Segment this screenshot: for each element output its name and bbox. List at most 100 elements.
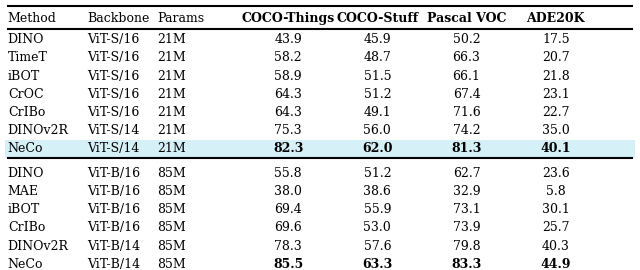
Text: Pascal VOC: Pascal VOC	[427, 12, 506, 25]
Text: 51.2: 51.2	[364, 167, 391, 180]
Text: 50.2: 50.2	[452, 33, 481, 46]
Text: 43.9: 43.9	[275, 33, 302, 46]
Text: 82.3: 82.3	[273, 142, 303, 155]
Text: iBOT: iBOT	[8, 70, 40, 83]
Text: 21M: 21M	[157, 124, 186, 137]
Text: COCO-Stuff: COCO-Stuff	[336, 12, 419, 25]
Text: 64.3: 64.3	[274, 106, 302, 119]
Text: ViT-S/16: ViT-S/16	[88, 33, 140, 46]
Text: ViT-S/16: ViT-S/16	[88, 106, 140, 119]
Text: 25.7: 25.7	[542, 221, 570, 234]
Text: 45.9: 45.9	[364, 33, 391, 46]
Text: 85M: 85M	[157, 185, 186, 198]
Text: 63.3: 63.3	[362, 258, 392, 270]
Text: 85M: 85M	[157, 167, 186, 180]
Text: ViT-S/16: ViT-S/16	[88, 52, 140, 65]
Text: CrIBo: CrIBo	[8, 221, 45, 234]
Text: Params: Params	[157, 12, 205, 25]
Text: ViT-S/14: ViT-S/14	[88, 124, 140, 137]
Text: 30.1: 30.1	[542, 203, 570, 216]
Text: iBOT: iBOT	[8, 203, 40, 216]
Text: COCO-Things: COCO-Things	[241, 12, 335, 25]
Text: Method: Method	[8, 12, 56, 25]
Text: 73.1: 73.1	[452, 203, 481, 216]
Text: 62.0: 62.0	[362, 142, 392, 155]
Text: 21M: 21M	[157, 142, 186, 155]
Text: 21M: 21M	[157, 88, 186, 101]
Text: 85M: 85M	[157, 239, 186, 252]
Text: 32.9: 32.9	[452, 185, 481, 198]
Text: 22.7: 22.7	[542, 106, 570, 119]
Text: ViT-S/16: ViT-S/16	[88, 88, 140, 101]
Text: 49.1: 49.1	[364, 106, 391, 119]
Text: ViT-B/16: ViT-B/16	[88, 203, 141, 216]
Text: 20.7: 20.7	[542, 52, 570, 65]
Text: DINO: DINO	[8, 33, 44, 46]
Text: 5.8: 5.8	[546, 185, 566, 198]
Text: 53.0: 53.0	[364, 221, 391, 234]
Text: 21M: 21M	[157, 33, 186, 46]
Text: ViT-B/14: ViT-B/14	[88, 239, 141, 252]
Text: 40.3: 40.3	[542, 239, 570, 252]
Text: 57.6: 57.6	[364, 239, 391, 252]
Text: 78.3: 78.3	[275, 239, 302, 252]
Text: 62.7: 62.7	[452, 167, 481, 180]
Text: 71.6: 71.6	[452, 106, 481, 119]
Text: 85M: 85M	[157, 221, 186, 234]
Text: 21M: 21M	[157, 70, 186, 83]
Text: 66.3: 66.3	[452, 52, 481, 65]
Text: NeCo: NeCo	[8, 142, 44, 155]
FancyBboxPatch shape	[4, 140, 636, 158]
Text: 23.1: 23.1	[542, 88, 570, 101]
Text: ViT-S/14: ViT-S/14	[88, 142, 140, 155]
Text: MAE: MAE	[8, 185, 39, 198]
Text: 74.2: 74.2	[452, 124, 481, 137]
Text: TimeT: TimeT	[8, 52, 47, 65]
Text: 67.4: 67.4	[452, 88, 481, 101]
Text: 21M: 21M	[157, 52, 186, 65]
Text: 21M: 21M	[157, 106, 186, 119]
Text: 55.8: 55.8	[275, 167, 302, 180]
Text: 85.5: 85.5	[273, 258, 303, 270]
Text: 79.8: 79.8	[452, 239, 481, 252]
Text: 51.2: 51.2	[364, 88, 391, 101]
FancyBboxPatch shape	[4, 256, 636, 270]
Text: 38.6: 38.6	[364, 185, 391, 198]
Text: 48.7: 48.7	[364, 52, 391, 65]
Text: 38.0: 38.0	[274, 185, 302, 198]
Text: 85M: 85M	[157, 203, 186, 216]
Text: 21.8: 21.8	[542, 70, 570, 83]
Text: 55.9: 55.9	[364, 203, 391, 216]
Text: 69.4: 69.4	[275, 203, 302, 216]
Text: 83.3: 83.3	[451, 258, 482, 270]
Text: CrIBo: CrIBo	[8, 106, 45, 119]
Text: CrOC: CrOC	[8, 88, 44, 101]
Text: 58.9: 58.9	[275, 70, 302, 83]
Text: 51.5: 51.5	[364, 70, 391, 83]
Text: ADE20K: ADE20K	[527, 12, 585, 25]
Text: 23.6: 23.6	[542, 167, 570, 180]
Text: 69.6: 69.6	[275, 221, 302, 234]
Text: Backbone: Backbone	[88, 12, 150, 25]
Text: 75.3: 75.3	[275, 124, 302, 137]
Text: ViT-B/14: ViT-B/14	[88, 258, 141, 270]
Text: 64.3: 64.3	[274, 88, 302, 101]
Text: DINOv2R: DINOv2R	[8, 124, 68, 137]
Text: 17.5: 17.5	[542, 33, 570, 46]
Text: 73.9: 73.9	[452, 221, 481, 234]
Text: 66.1: 66.1	[452, 70, 481, 83]
Text: 40.1: 40.1	[540, 142, 571, 155]
Text: 35.0: 35.0	[542, 124, 570, 137]
Text: 58.2: 58.2	[275, 52, 302, 65]
Text: NeCo: NeCo	[8, 258, 44, 270]
Text: 85M: 85M	[157, 258, 186, 270]
Text: ViT-B/16: ViT-B/16	[88, 167, 141, 180]
Text: 56.0: 56.0	[364, 124, 391, 137]
Text: ViT-B/16: ViT-B/16	[88, 185, 141, 198]
Text: ViT-B/16: ViT-B/16	[88, 221, 141, 234]
Text: ViT-S/16: ViT-S/16	[88, 70, 140, 83]
Text: 81.3: 81.3	[451, 142, 482, 155]
Text: 44.9: 44.9	[541, 258, 571, 270]
Text: DINOv2R: DINOv2R	[8, 239, 68, 252]
Text: DINO: DINO	[8, 167, 44, 180]
